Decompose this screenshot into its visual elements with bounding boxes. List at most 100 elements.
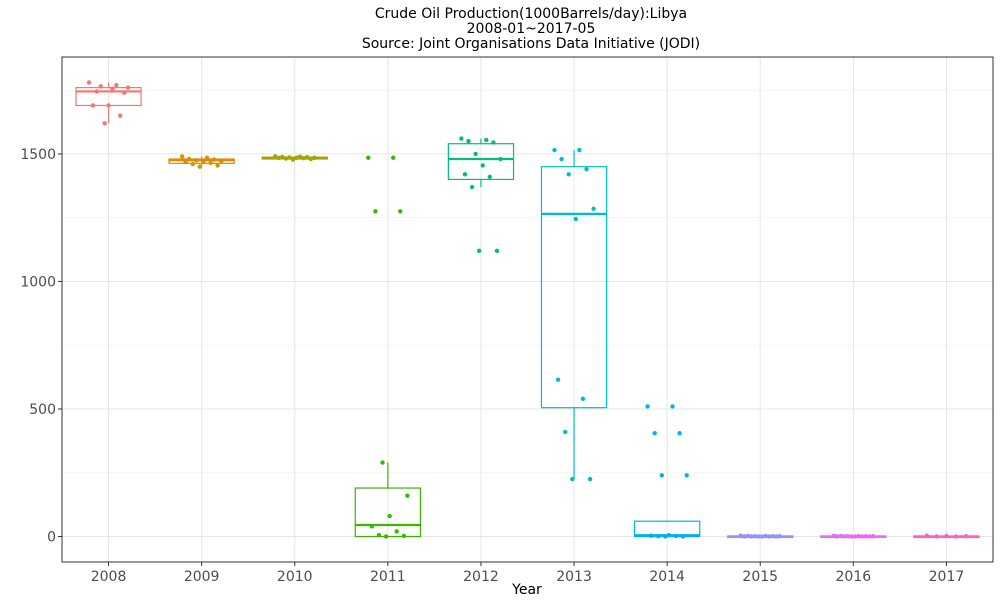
data-point (405, 493, 410, 498)
data-point (670, 404, 675, 409)
data-point (462, 172, 468, 177)
chart-title: Crude Oil Production(1000Barrels/day):Li… (375, 6, 687, 22)
data-point (566, 172, 571, 177)
x-tick-label: 2009 (184, 569, 220, 585)
data-point (842, 534, 847, 539)
data-point (738, 533, 743, 538)
data-point (656, 534, 661, 539)
data-point (398, 209, 403, 214)
data-point (587, 476, 593, 482)
data-point (480, 163, 485, 168)
data-point (401, 533, 407, 539)
data-point (756, 534, 761, 539)
box-iqr (75, 87, 142, 107)
data-point (924, 533, 930, 538)
data-point (98, 84, 103, 89)
box-iqr (447, 143, 515, 181)
y-tick-label: 1000 (20, 274, 56, 290)
data-point (366, 155, 371, 160)
data-point (852, 534, 858, 539)
data-point (663, 534, 668, 539)
data-point (934, 534, 939, 539)
x-tick-label: 2011 (370, 569, 406, 585)
data-point (645, 404, 650, 409)
data-point (106, 103, 111, 108)
y-tick-label: 500 (29, 402, 56, 418)
data-point (304, 155, 310, 160)
data-point (308, 156, 313, 162)
x-tick-label: 2010 (277, 569, 313, 585)
plot-border (61, 56, 994, 563)
data-point (555, 377, 561, 382)
data-point (867, 534, 872, 539)
box-iqr (354, 487, 422, 538)
data-point (752, 534, 758, 539)
data-point (580, 396, 586, 401)
data-point (835, 534, 840, 539)
data-point (276, 155, 281, 161)
data-point (766, 534, 772, 539)
data-point (194, 158, 199, 163)
data-point (749, 534, 754, 539)
data-point (394, 529, 399, 534)
data-point (469, 184, 475, 190)
data-point (484, 137, 489, 143)
data-point (287, 155, 292, 160)
data-point (179, 154, 185, 159)
data-point (280, 154, 285, 160)
data-point (577, 147, 582, 153)
data-point (860, 534, 865, 539)
data-point (301, 156, 306, 161)
data-point (831, 533, 836, 538)
data-point (591, 206, 596, 211)
plot-area: 0 500 1000 1500 2008 2009 2010 2011 2012 2013 2014… (20, 56, 994, 585)
data-point (219, 158, 224, 164)
data-point (387, 513, 392, 519)
data-point (383, 534, 389, 539)
data-point (211, 157, 217, 162)
data-point (559, 156, 564, 162)
x-tick-label: 2017 (929, 569, 965, 585)
x-tick-label: 2012 (463, 569, 499, 585)
data-point (770, 534, 775, 539)
data-point (272, 154, 278, 159)
data-point (215, 163, 220, 168)
data-point (673, 533, 679, 539)
data-point (863, 534, 868, 539)
data-point (552, 147, 557, 153)
data-point (487, 174, 493, 180)
data-point (648, 533, 654, 538)
data-point (208, 160, 213, 166)
data-point (573, 216, 579, 222)
data-point (680, 534, 686, 539)
data-point (856, 533, 861, 539)
data-point (473, 151, 478, 157)
data-point (121, 90, 127, 95)
data-point (763, 533, 768, 539)
data-point (94, 89, 100, 94)
data-point (204, 155, 210, 160)
data-point (570, 476, 575, 482)
data-point (849, 534, 854, 539)
data-point (759, 534, 765, 539)
data-point (466, 138, 471, 144)
data-point (183, 159, 188, 165)
x-axis-label: Year (511, 582, 542, 598)
data-point (312, 155, 317, 160)
data-point (190, 161, 195, 167)
data-point (954, 534, 959, 539)
y-tick-label: 0 (47, 529, 56, 545)
data-point (376, 533, 382, 538)
chart-subtitle-period: 2008-01~2017-05 (467, 21, 596, 37)
data-point (666, 533, 672, 538)
data-point (845, 534, 851, 539)
x-tick-label: 2015 (742, 569, 778, 585)
data-point (118, 113, 123, 118)
chart-subtitle-source: Source: Joint Organisations Data Initiat… (362, 36, 700, 52)
data-point (90, 103, 96, 108)
data-point (491, 140, 496, 145)
data-point (290, 157, 296, 162)
data-point (659, 473, 665, 478)
box-iqr (540, 166, 608, 409)
